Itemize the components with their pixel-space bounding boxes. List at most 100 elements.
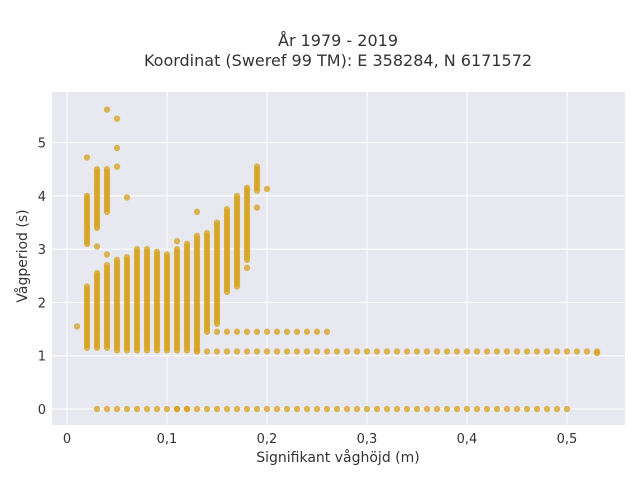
data-point [353, 348, 361, 355]
data-point [333, 405, 341, 413]
y-tick-label: 0 [38, 403, 46, 418]
data-point [373, 348, 381, 355]
data-point [253, 204, 261, 211]
data-point [253, 348, 261, 355]
data-point [323, 348, 331, 355]
data-point [283, 405, 291, 413]
data-point [223, 405, 231, 413]
data-points [73, 106, 601, 413]
data-point [593, 349, 601, 357]
data-point [183, 240, 191, 248]
data-point [253, 328, 261, 335]
data-point [213, 348, 221, 355]
data-point [453, 405, 461, 413]
x-axis-ticks: 0 0,1 0,2 0,3 0,4 0,5 [63, 432, 577, 447]
data-point [423, 348, 431, 355]
data-point [363, 348, 371, 355]
data-point [93, 405, 101, 413]
data-point [243, 348, 251, 355]
x-tick-label: 0,4 [457, 432, 478, 447]
x-tick-label: 0,3 [357, 432, 378, 447]
data-point [413, 348, 421, 355]
data-point [303, 328, 311, 335]
data-point [583, 348, 591, 355]
y-tick-label: 3 [38, 243, 46, 258]
data-point [283, 348, 291, 355]
data-point [173, 405, 181, 413]
data-point [263, 328, 271, 335]
data-point [513, 405, 521, 413]
chart-title-line-1: År 1979 - 2019 [278, 31, 398, 50]
data-point [383, 348, 391, 355]
data-point [463, 348, 471, 355]
data-point [303, 405, 311, 413]
x-tick-label: 0,1 [157, 432, 178, 447]
data-point [233, 328, 241, 335]
data-point [553, 348, 561, 355]
data-point [293, 348, 301, 355]
data-point [243, 184, 251, 192]
data-point [193, 348, 201, 355]
data-point [273, 328, 281, 335]
data-point [233, 348, 241, 355]
data-point [213, 328, 221, 335]
data-point [93, 243, 101, 250]
data-point [93, 166, 101, 173]
data-point [323, 328, 331, 335]
data-point [83, 154, 91, 161]
data-point [233, 192, 241, 200]
data-point [73, 323, 81, 330]
data-point [243, 264, 251, 272]
data-point [253, 163, 261, 170]
data-point [193, 405, 201, 413]
data-point [193, 232, 201, 240]
data-point [333, 348, 341, 355]
data-point [193, 208, 201, 216]
data-point [83, 192, 91, 200]
data-point [233, 405, 241, 413]
data-point [313, 328, 321, 335]
data-point [113, 405, 121, 413]
y-axis-ticks: 0 1 2 3 4 5 [38, 137, 46, 418]
data-point [473, 348, 481, 355]
data-point [113, 163, 121, 170]
data-point [143, 245, 151, 253]
data-point [103, 261, 111, 269]
data-point [453, 348, 461, 355]
data-point [473, 405, 481, 413]
data-point [413, 405, 421, 413]
data-point [523, 405, 531, 413]
data-point [293, 405, 301, 413]
data-point [213, 219, 221, 226]
data-point [113, 256, 121, 264]
data-point [373, 405, 381, 413]
data-point [103, 106, 111, 113]
y-axis-title: Vågperiod (s) [14, 209, 31, 302]
data-point [203, 405, 211, 413]
data-point [183, 405, 191, 413]
data-point [163, 251, 171, 258]
x-tick-label: 0,5 [557, 432, 578, 447]
data-point [243, 328, 251, 335]
data-point [443, 348, 451, 355]
data-point [573, 348, 581, 355]
data-point [263, 185, 271, 193]
y-tick-label: 1 [38, 350, 46, 365]
data-point [523, 348, 531, 355]
data-point [343, 405, 351, 413]
data-point [103, 251, 111, 258]
data-point [203, 348, 211, 355]
data-point [353, 405, 361, 413]
data-point [503, 348, 511, 355]
data-point [273, 405, 281, 413]
data-point [123, 253, 131, 261]
data-point [423, 405, 431, 413]
data-point [83, 283, 91, 290]
data-point [293, 328, 301, 335]
data-point [493, 348, 501, 355]
data-point [563, 348, 571, 355]
data-point [283, 328, 291, 335]
data-point [203, 328, 211, 335]
data-point [243, 405, 251, 413]
